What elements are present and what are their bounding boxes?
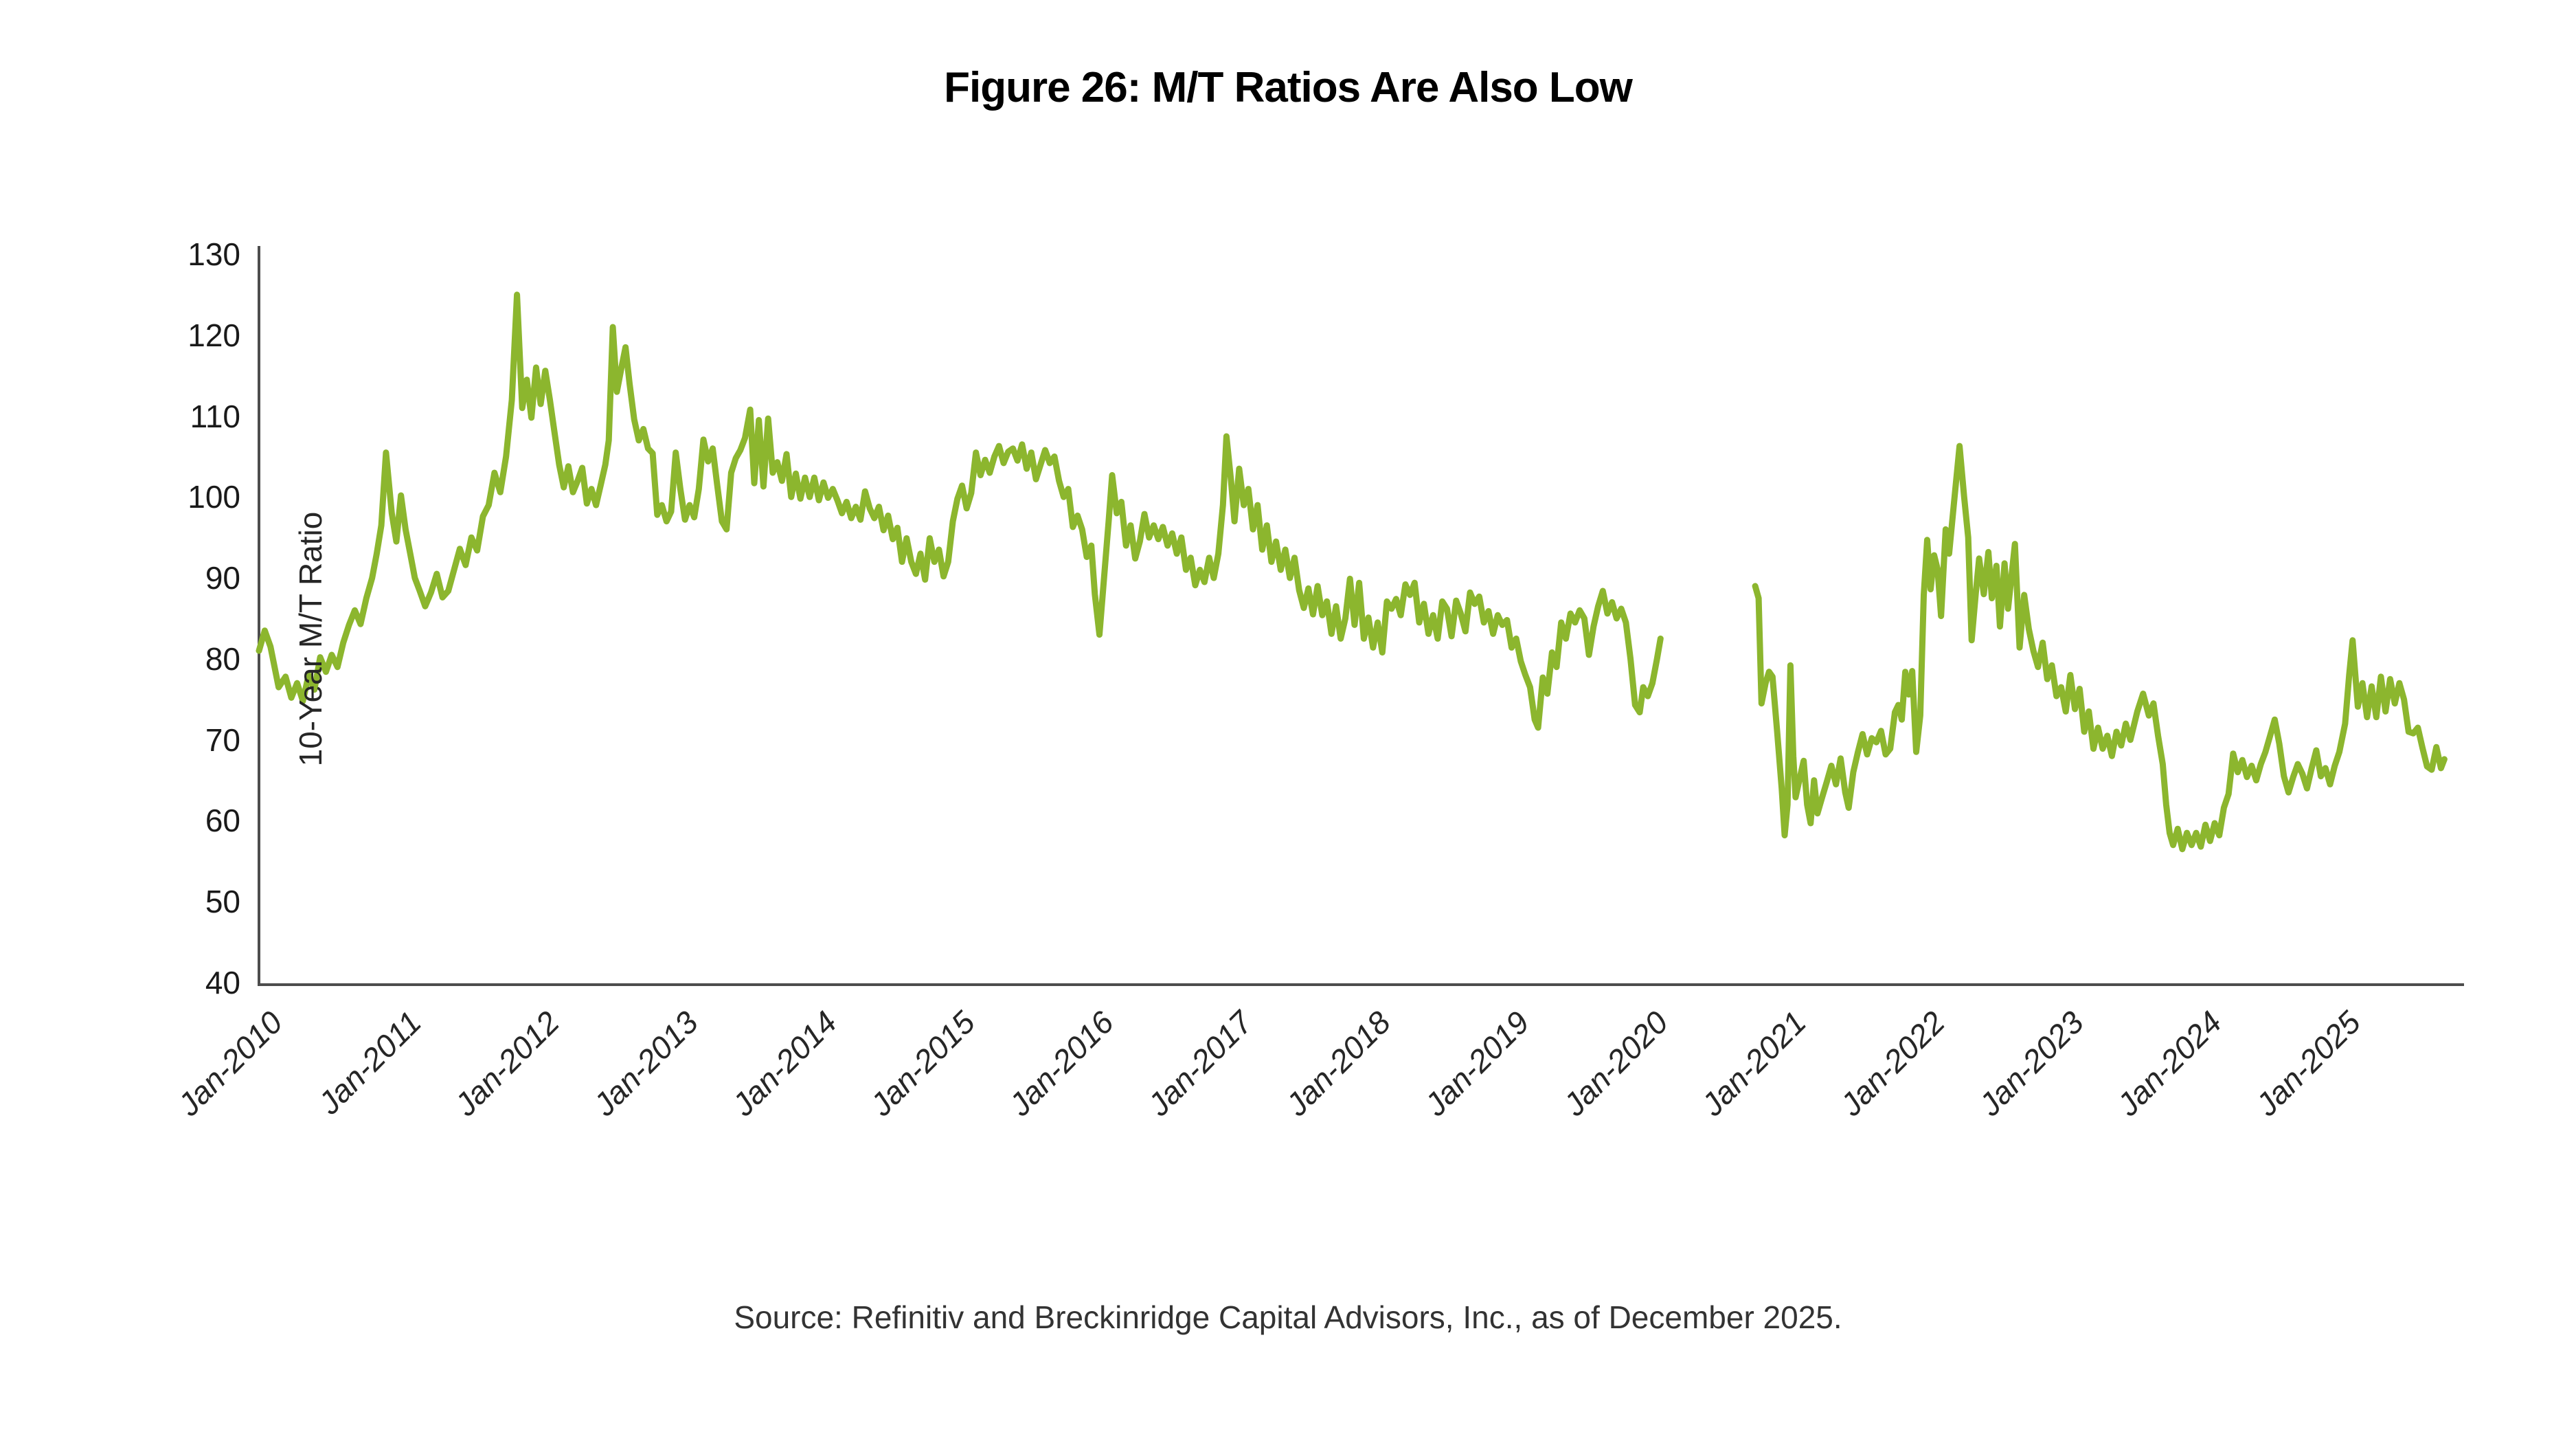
ratio-line-segment: [1752, 443, 2448, 853]
y-tick-label: 120: [188, 317, 240, 353]
y-tick-label: 100: [188, 479, 240, 515]
chart-title: Figure 26: M/T Ratios Are Also Low: [944, 64, 1633, 111]
y-tick-label: 90: [205, 560, 240, 596]
ratio-line-segment: [256, 291, 1664, 731]
y-tick-label: 130: [188, 236, 240, 272]
y-axis-title: 10-Year M/T Ratio: [293, 511, 328, 767]
y-tick-label: 50: [205, 884, 240, 920]
y-tick-label: 110: [190, 398, 240, 434]
source-text: Source: Refinitiv and Breckinridge Capit…: [734, 1299, 1842, 1335]
ratio-line-series: [256, 291, 2448, 853]
y-tick-label: 40: [205, 965, 240, 1000]
y-tick-label: 80: [205, 640, 240, 677]
y-tick-label: 70: [205, 721, 240, 758]
y-tick-label: 60: [205, 803, 240, 839]
